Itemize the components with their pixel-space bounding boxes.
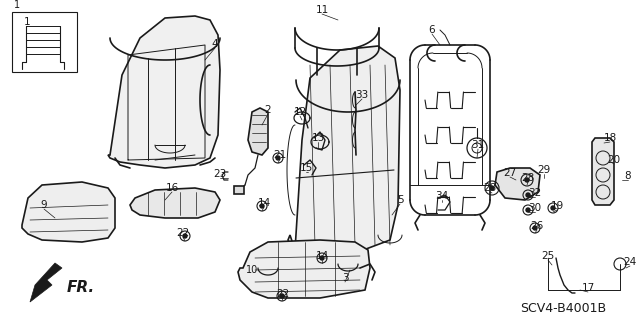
Circle shape	[320, 256, 324, 260]
Text: 14: 14	[316, 251, 328, 261]
Text: 24: 24	[623, 257, 637, 267]
Text: 34: 34	[435, 191, 449, 201]
Text: 22: 22	[276, 289, 290, 299]
Polygon shape	[495, 168, 540, 200]
Polygon shape	[22, 182, 115, 242]
Text: 33: 33	[355, 90, 369, 100]
Text: 22: 22	[177, 228, 189, 238]
Polygon shape	[130, 188, 220, 218]
Polygon shape	[238, 240, 370, 298]
Text: 10: 10	[246, 265, 258, 275]
Text: 31: 31	[472, 140, 484, 150]
Text: 28: 28	[522, 173, 534, 183]
Circle shape	[280, 294, 284, 298]
Polygon shape	[108, 16, 220, 168]
Circle shape	[526, 193, 530, 197]
Circle shape	[260, 204, 264, 208]
Text: 1: 1	[24, 17, 30, 27]
Text: 32: 32	[529, 188, 541, 198]
Text: 21: 21	[273, 150, 287, 160]
Circle shape	[183, 234, 187, 238]
Text: 9: 9	[41, 200, 47, 210]
Polygon shape	[288, 46, 400, 255]
Text: 12: 12	[293, 107, 307, 117]
Text: 2: 2	[265, 105, 271, 115]
Circle shape	[490, 186, 494, 190]
Bar	[12, 12, 77, 72]
Text: 15: 15	[300, 163, 312, 173]
Text: 6: 6	[429, 25, 435, 35]
Text: 5: 5	[397, 195, 403, 205]
Text: 1: 1	[14, 0, 20, 10]
Polygon shape	[234, 186, 244, 194]
Text: 17: 17	[581, 283, 595, 293]
Text: 13: 13	[312, 133, 324, 143]
Text: 23: 23	[213, 169, 227, 179]
Circle shape	[551, 206, 555, 210]
Text: 14: 14	[257, 198, 271, 208]
Polygon shape	[592, 138, 614, 205]
Text: FR.: FR.	[67, 280, 95, 295]
Text: 30: 30	[529, 203, 541, 213]
Text: 3: 3	[342, 273, 348, 283]
Text: 29: 29	[538, 165, 550, 175]
Circle shape	[526, 208, 530, 212]
Text: 19: 19	[550, 201, 564, 211]
Text: 26: 26	[531, 221, 543, 231]
Circle shape	[533, 226, 537, 230]
Text: SCV4-B4001B: SCV4-B4001B	[520, 301, 606, 315]
Text: 11: 11	[316, 5, 328, 15]
Text: 4: 4	[212, 39, 218, 49]
Text: 20: 20	[607, 155, 621, 165]
Circle shape	[525, 178, 529, 182]
Text: 28: 28	[483, 183, 497, 193]
Text: 16: 16	[165, 183, 179, 193]
Polygon shape	[248, 108, 268, 155]
Polygon shape	[30, 263, 62, 302]
Text: 25: 25	[541, 251, 555, 261]
Circle shape	[276, 156, 280, 160]
Text: 18: 18	[604, 133, 616, 143]
Text: 8: 8	[625, 171, 631, 181]
Text: 27: 27	[504, 168, 516, 178]
